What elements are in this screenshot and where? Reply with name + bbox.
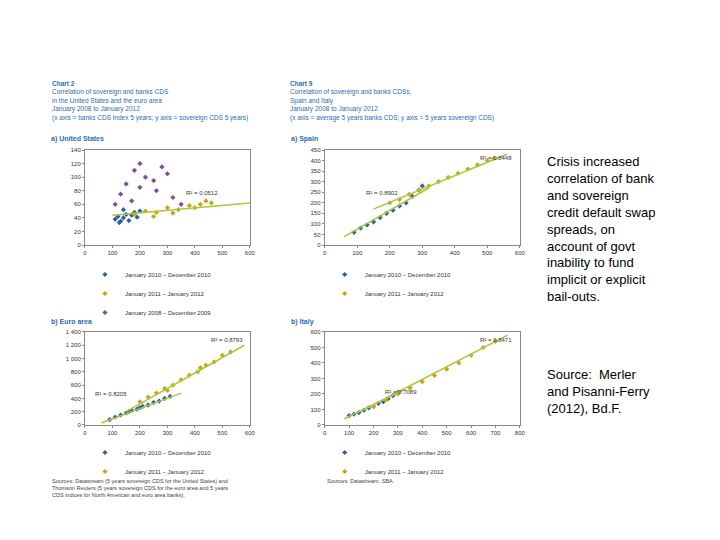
svg-text:200: 200: [385, 250, 396, 256]
svg-text:40: 40: [74, 215, 81, 221]
svg-text:0: 0: [317, 242, 321, 248]
svg-text:R² = 0.8471: R² = 0.8471: [480, 337, 512, 343]
svg-text:1 200: 1 200: [66, 342, 82, 348]
svg-text:January 2011 – January 2012: January 2011 – January 2012: [365, 291, 445, 297]
svg-text:150: 150: [311, 210, 322, 216]
svg-text:b) Italy: b) Italy: [291, 318, 314, 326]
svg-text:Crisis increasedcorrelation of: Crisis increasedcorrelation of bankand s…: [547, 154, 655, 304]
svg-text:20: 20: [74, 229, 81, 235]
svg-text:R² = 0.0512: R² = 0.0512: [186, 190, 218, 196]
svg-text:100: 100: [311, 221, 322, 227]
svg-text:350: 350: [311, 168, 322, 174]
svg-text:400: 400: [311, 360, 322, 366]
svg-text:0: 0: [317, 422, 321, 428]
svg-text:a) Spain: a) Spain: [291, 135, 318, 143]
svg-text:250: 250: [311, 189, 322, 195]
svg-text:120: 120: [71, 161, 82, 167]
svg-text:500: 500: [482, 250, 493, 256]
svg-text:January 2011 – January 2012: January 2011 – January 2012: [365, 469, 445, 475]
svg-text:200: 200: [368, 430, 379, 436]
svg-text:500: 500: [217, 250, 228, 256]
svg-text:R² = 0.8448: R² = 0.8448: [480, 155, 512, 161]
svg-text:January 2011 – January 2012: January 2011 – January 2012: [125, 469, 205, 475]
svg-text:400: 400: [311, 158, 322, 164]
svg-text:January 2010 – December 2010: January 2010 – December 2010: [365, 272, 451, 278]
svg-text:100: 100: [352, 250, 363, 256]
svg-text:100: 100: [71, 174, 82, 180]
svg-text:100: 100: [107, 250, 118, 256]
svg-text:800: 800: [515, 430, 526, 436]
svg-text:1 000: 1 000: [66, 356, 82, 362]
svg-text:0: 0: [83, 430, 87, 436]
svg-text:Sources: Datastream (5 years s: Sources: Datastream (5 years sovereign C…: [52, 478, 228, 498]
svg-text:300: 300: [162, 430, 173, 436]
svg-text:500: 500: [442, 430, 453, 436]
svg-text:January 2008 – December 2009: January 2008 – December 2009: [125, 310, 211, 316]
svg-text:January 2010 – December 2010: January 2010 – December 2010: [365, 450, 451, 456]
svg-text:R² = 0.8205: R² = 0.8205: [95, 391, 127, 397]
svg-text:Chart 2Correlation of sovereig: Chart 2Correlation of sovereign and bank…: [52, 80, 248, 122]
svg-text:R² = 0.8902: R² = 0.8902: [366, 190, 398, 196]
svg-text:January 2011 – January 2012: January 2011 – January 2012: [125, 291, 205, 297]
svg-text:100: 100: [311, 407, 322, 413]
svg-text:600: 600: [71, 382, 82, 388]
svg-text:a) United States: a) United States: [51, 135, 104, 143]
svg-text:500: 500: [217, 430, 228, 436]
svg-text:600: 600: [515, 250, 526, 256]
svg-text:400: 400: [190, 430, 201, 436]
svg-text:0: 0: [77, 242, 81, 248]
svg-text:b) Euro area: b) Euro area: [51, 318, 92, 326]
svg-text:200: 200: [71, 409, 82, 415]
svg-text:800: 800: [71, 369, 82, 375]
svg-text:400: 400: [450, 250, 461, 256]
svg-text:200: 200: [311, 391, 322, 397]
svg-text:0: 0: [323, 250, 327, 256]
svg-text:200: 200: [135, 430, 146, 436]
svg-text:80: 80: [74, 188, 81, 194]
svg-text:140: 140: [71, 147, 82, 153]
svg-text:Sources: Datastream, SBA.: Sources: Datastream, SBA.: [327, 478, 395, 484]
svg-text:Chart 9Correlation of sovereig: Chart 9Correlation of sovereign and bank…: [290, 80, 494, 122]
svg-text:50: 50: [314, 232, 321, 238]
svg-text:700: 700: [490, 430, 501, 436]
svg-text:January 2010 – December 2010: January 2010 – December 2010: [125, 272, 211, 278]
svg-text:300: 300: [311, 376, 322, 382]
svg-text:300: 300: [311, 179, 322, 185]
svg-text:Source: Merlerand Pisanni-Fer: Source: Merlerand Pisanni-Ferry(2012), B…: [547, 367, 650, 416]
svg-text:R² = 0.8793: R² = 0.8793: [211, 337, 243, 343]
svg-text:1 400: 1 400: [66, 329, 82, 335]
svg-text:200: 200: [135, 250, 146, 256]
svg-text:300: 300: [162, 250, 173, 256]
svg-text:0: 0: [77, 422, 81, 428]
svg-text:300: 300: [417, 250, 428, 256]
svg-text:600: 600: [245, 250, 256, 256]
svg-text:60: 60: [74, 201, 81, 207]
svg-text:200: 200: [311, 200, 322, 206]
svg-text:100: 100: [344, 430, 355, 436]
svg-text:500: 500: [311, 345, 322, 351]
svg-text:R² = 0.7089: R² = 0.7089: [385, 389, 417, 395]
svg-text:450: 450: [311, 147, 322, 153]
svg-text:100: 100: [107, 430, 118, 436]
svg-text:300: 300: [393, 430, 404, 436]
svg-text:January 2010 – December 2010: January 2010 – December 2010: [125, 450, 211, 456]
svg-text:0: 0: [83, 250, 87, 256]
svg-text:600: 600: [466, 430, 477, 436]
svg-text:600: 600: [245, 430, 256, 436]
svg-text:0: 0: [323, 430, 327, 436]
svg-text:400: 400: [190, 250, 201, 256]
svg-text:600: 600: [311, 329, 322, 335]
svg-text:400: 400: [71, 396, 82, 402]
svg-text:400: 400: [417, 430, 428, 436]
